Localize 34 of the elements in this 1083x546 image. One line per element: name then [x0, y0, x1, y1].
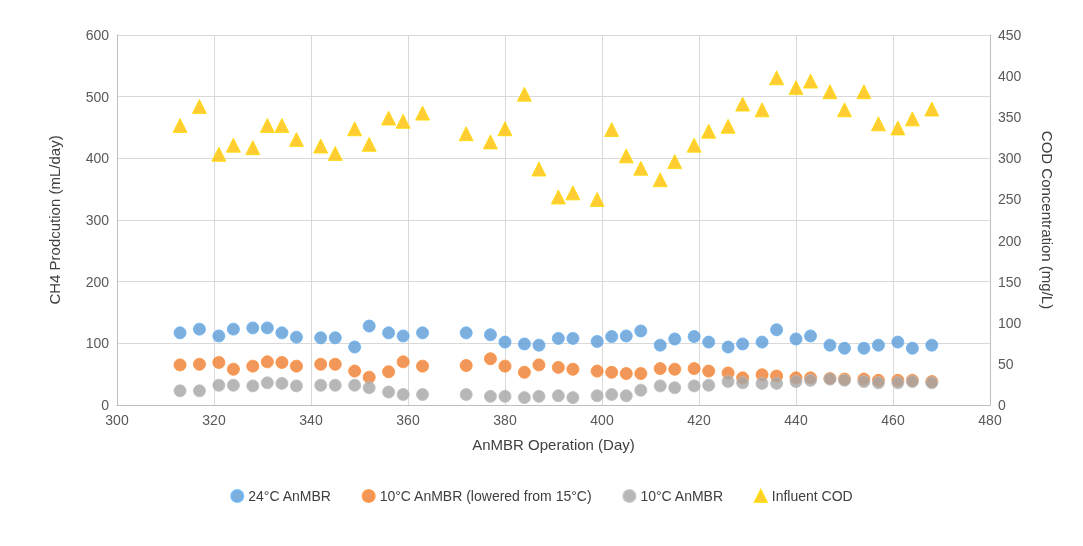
y-tick-label: 300: [85, 212, 110, 228]
legend-label: 24°C AnMBR: [248, 488, 331, 504]
x-tick-label: 400: [590, 412, 614, 428]
x-tick-label: 360: [396, 412, 420, 428]
y2-tick-label: 0: [998, 397, 1006, 413]
x-tick-label: 300: [105, 412, 129, 428]
x-tick-label: 340: [299, 412, 323, 428]
y-tick-label: 500: [85, 88, 110, 105]
y2-tick-label: 100: [998, 314, 1022, 331]
x-tick-label: 420: [687, 412, 711, 428]
x-tick-label: 320: [202, 412, 226, 428]
x-tick-label: 460: [881, 412, 905, 428]
y2-tick-label: 300: [998, 150, 1022, 167]
x-tick-label: 440: [784, 412, 808, 428]
y2-tick-label: 250: [998, 191, 1022, 208]
y-tick-label: 100: [85, 335, 110, 352]
y2-tick-label: 400: [998, 68, 1022, 85]
y2-axis-title: COD Concentration (mg/L): [1039, 130, 1056, 310]
y-tick-label: 0: [101, 397, 110, 413]
legend-label: 10°C AnMBR: [640, 488, 724, 504]
legend-label: 10°C AnMBR (lowered from 15°C): [379, 488, 592, 504]
y2-tick-label: 200: [998, 232, 1022, 249]
y2-tick-label: 50: [998, 355, 1014, 372]
y-axis-title: CH4 Prodcution (mL/day): [46, 135, 63, 305]
legend-label: Influent COD: [771, 488, 853, 504]
y2-tick-label: 450: [998, 27, 1022, 43]
x-tick-label: 480: [978, 412, 1002, 428]
y2-tick-label: 150: [998, 273, 1022, 290]
y-tick-label: 400: [85, 150, 110, 167]
y2-tick-label: 350: [998, 109, 1022, 126]
x-axis-title: AnMBR Operation (Day): [472, 436, 635, 453]
x-tick-label: 380: [493, 412, 517, 428]
y-tick-label: 600: [85, 27, 110, 43]
y-tick-label: 200: [85, 273, 110, 290]
